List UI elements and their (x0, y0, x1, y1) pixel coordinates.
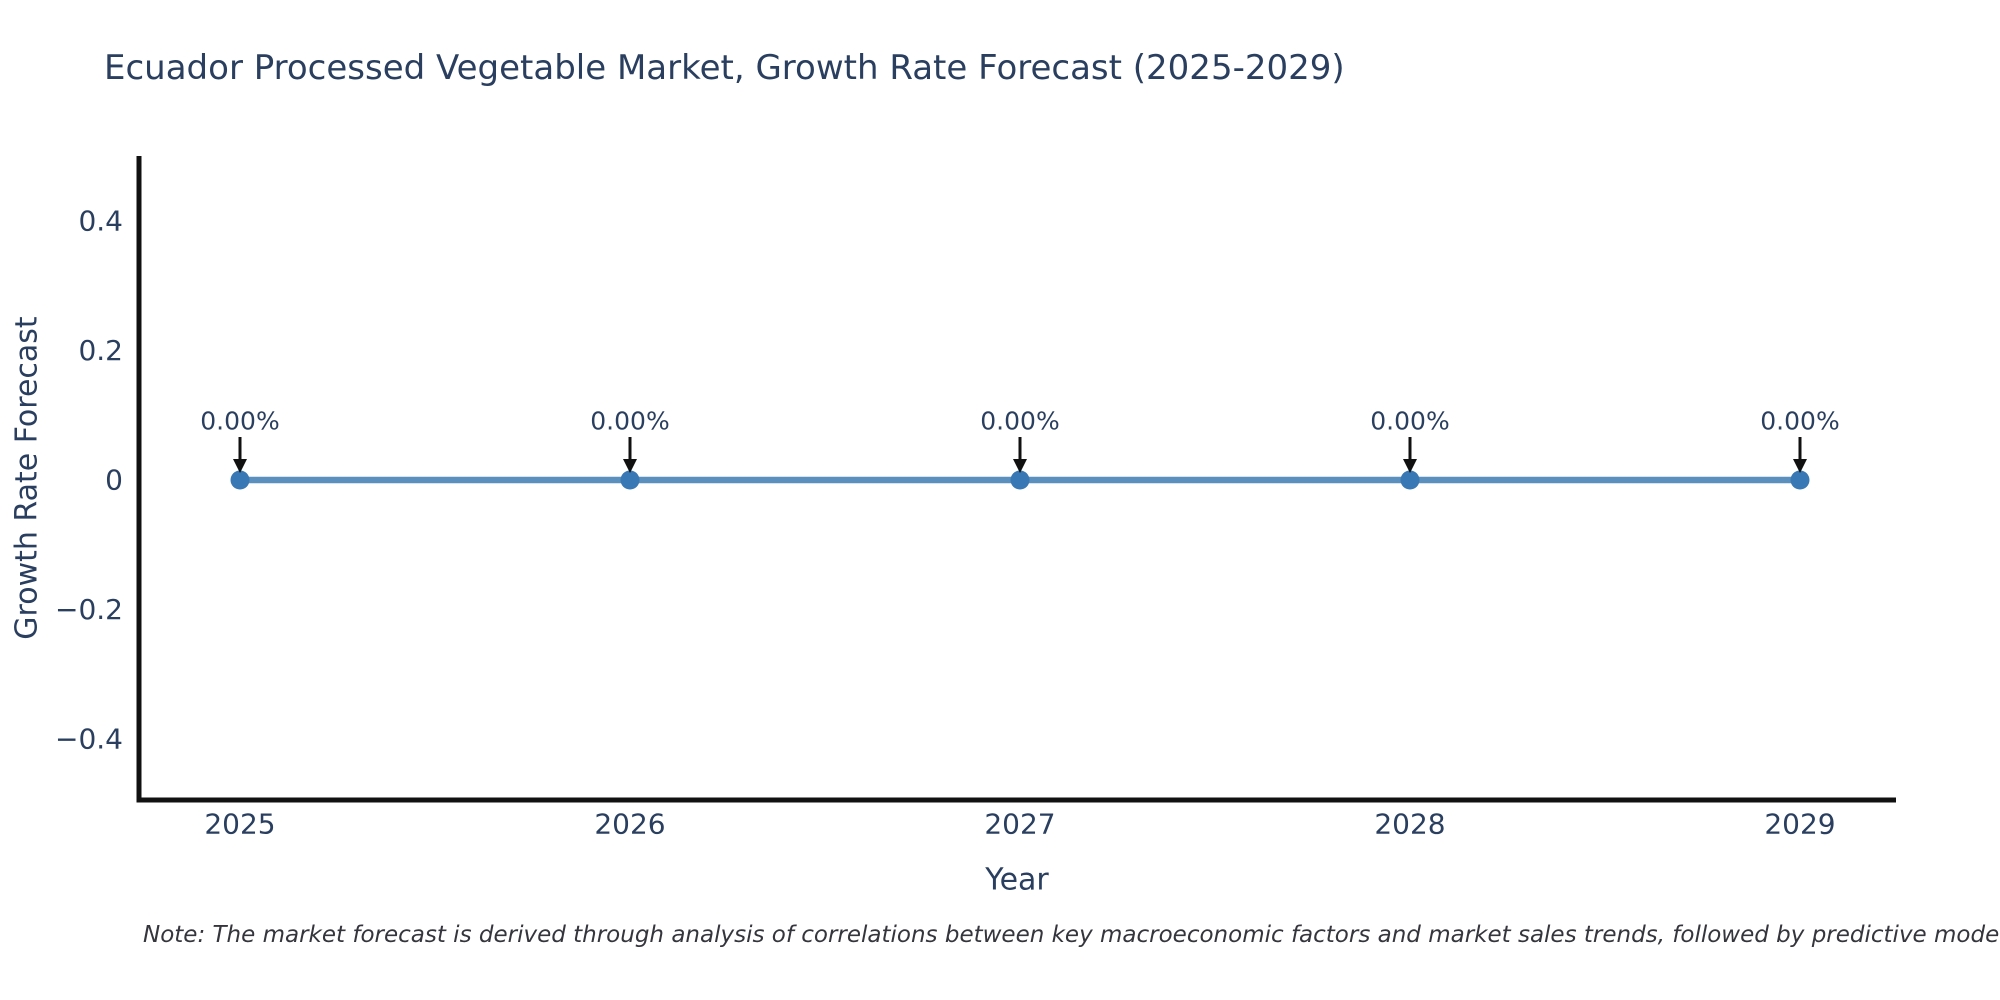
data-point[interactable] (1400, 470, 1420, 490)
point-value-label: 0.00% (1760, 407, 1839, 436)
data-point[interactable] (620, 470, 640, 490)
annotation-arrow-head (233, 459, 247, 473)
annotation-arrow-head (1013, 459, 1027, 473)
y-tick-label: 0.2 (78, 334, 123, 367)
point-value-label: 0.00% (200, 407, 279, 436)
x-tick-label: 2025 (204, 808, 275, 841)
x-tick-label: 2026 (594, 808, 665, 841)
x-tick-label: 2028 (1374, 808, 1445, 841)
y-tick-label: −0.4 (55, 722, 123, 755)
data-point[interactable] (1010, 470, 1030, 490)
x-tick-label: 2027 (984, 808, 1055, 841)
point-value-label: 0.00% (1370, 407, 1449, 436)
chart-title: Ecuador Processed Vegetable Market, Grow… (104, 48, 1345, 88)
y-tick-label: 0.4 (78, 205, 123, 238)
footnote: Note: The market forecast is derived thr… (143, 922, 2000, 948)
y-tick-label: −0.2 (55, 593, 123, 626)
point-value-label: 0.00% (590, 407, 669, 436)
annotation-arrow-head (1793, 459, 1807, 473)
data-point[interactable] (230, 470, 250, 490)
x-tick-label: 2029 (1764, 808, 1835, 841)
y-tick-label: 0 (105, 464, 123, 497)
point-value-label: 0.00% (980, 407, 1059, 436)
annotation-arrow-head (1403, 459, 1417, 473)
x-axis-title: Year (985, 862, 1049, 898)
annotation-arrow-head (623, 459, 637, 473)
data-point[interactable] (1790, 470, 1810, 490)
